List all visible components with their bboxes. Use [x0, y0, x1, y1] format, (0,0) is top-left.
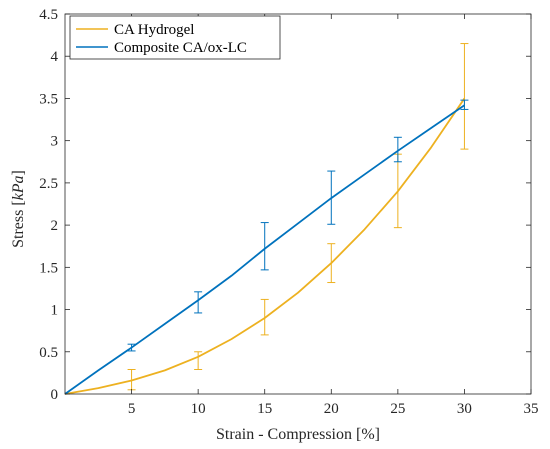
legend-label-composite: Composite CA/ox-LC: [114, 40, 247, 56]
series-line: [64, 104, 465, 395]
series-line: [64, 97, 466, 395]
y-axis-label-prefix: Stress [: [10, 200, 27, 248]
axes-frame: [64, 13, 532, 395]
legend: CA Hydrogel Composite CA/ox-LC: [69, 15, 281, 60]
x-tick-label: 5: [128, 401, 136, 417]
series-0: [64, 43, 469, 395]
legend-box: [69, 15, 281, 60]
y-tick-label: 4: [51, 49, 59, 65]
y-tick-label: 2.5: [39, 176, 58, 192]
x-tick-label: 25: [390, 401, 405, 417]
y-tick-label: 4.5: [39, 7, 58, 23]
x-tick-label: 35: [524, 401, 539, 417]
y-axis-label: Stress [kPa]: [10, 170, 27, 248]
y-tick-label: 0: [51, 387, 59, 403]
x-tick-label: 20: [324, 401, 339, 417]
x-axis-label: Strain - Compression [%]: [216, 426, 380, 443]
series-1: [64, 99, 469, 395]
y-axis-label-unit: kPa: [10, 175, 27, 200]
axis-ticks: [65, 13, 532, 395]
y-tick-label: 3.5: [39, 91, 58, 107]
y-tick-label: 1: [51, 303, 59, 319]
y-tick-label: 2: [51, 218, 59, 234]
tick-labels: 5 10 15 20 25 30 35 0 0.5 1 1.5 2 2.5 3 3.5 4 4.5: [39, 7, 538, 417]
x-tick-label: 30: [457, 401, 472, 417]
y-axis-label-suffix: ]: [10, 170, 27, 175]
x-tick-label: 15: [257, 401, 272, 417]
y-tick-label: 0.5: [39, 345, 58, 361]
y-tick-label: 3: [51, 134, 59, 150]
x-tick-label: 10: [191, 401, 206, 417]
legend-label-ca-hydrogel: CA Hydrogel: [114, 22, 194, 38]
plot-area: [64, 43, 469, 395]
y-tick-label: 1.5: [39, 260, 58, 276]
